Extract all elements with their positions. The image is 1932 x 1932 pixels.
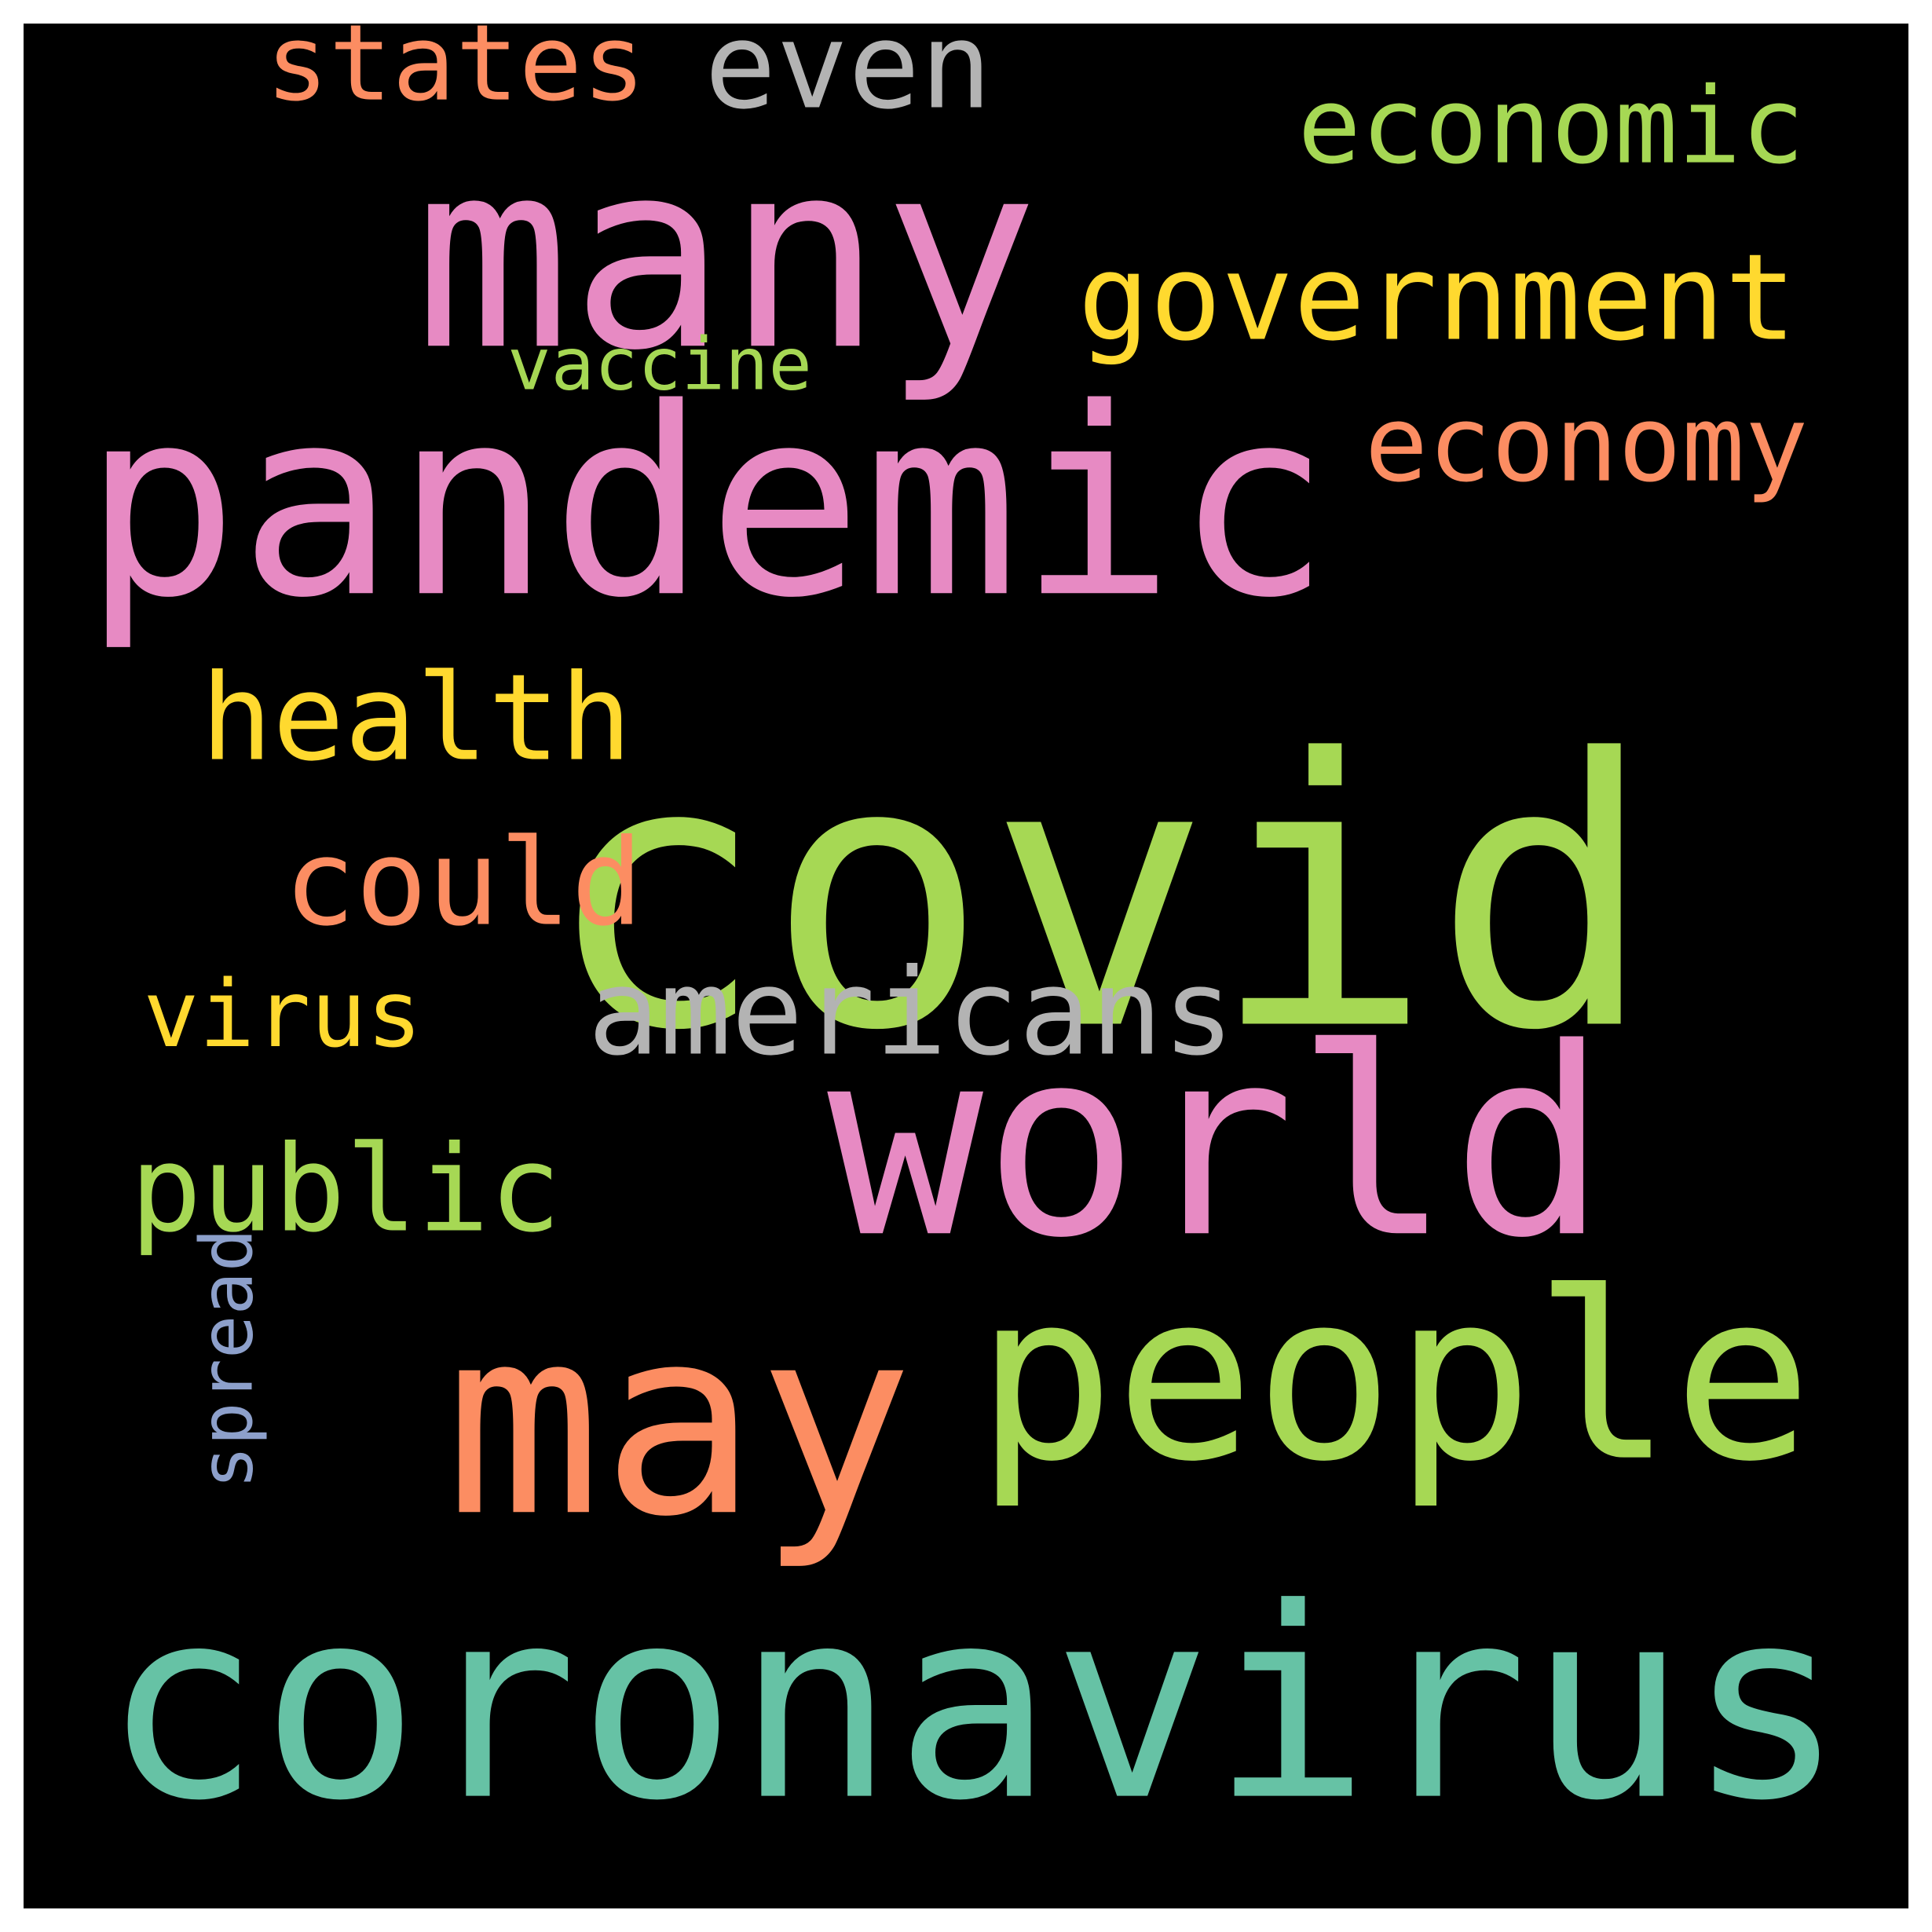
word-government: government (1078, 229, 1796, 368)
word-coronavirus: coronavirus (103, 1553, 1846, 1859)
word-could: could (284, 814, 643, 953)
word-public: public (130, 1120, 561, 1259)
word-people: people (975, 1242, 1813, 1513)
word-cloud-background (24, 24, 1908, 1908)
word-health: health (200, 649, 631, 788)
word-many: many (415, 105, 1039, 407)
word-covid: covid (544, 682, 1656, 1111)
word-may: may (445, 1272, 913, 1573)
word-economic: economic (1297, 65, 1804, 188)
word-pandemic: pandemic (82, 353, 1330, 654)
word-vaccine: vaccine (507, 322, 812, 406)
word-cloud-svg: covid coronavirus pandemic many world ma… (24, 24, 1908, 1908)
word-world: world (827, 993, 1607, 1294)
word-even: even (704, 24, 992, 136)
word-economy: economy (1365, 383, 1809, 506)
word-cloud-canvas: covid coronavirus pandemic many world ma… (24, 24, 1908, 1908)
word-spread: spread (185, 1228, 269, 1489)
word-states: states (265, 24, 646, 125)
word-virus: virus (143, 960, 422, 1068)
word-americans: americans (587, 943, 1235, 1082)
